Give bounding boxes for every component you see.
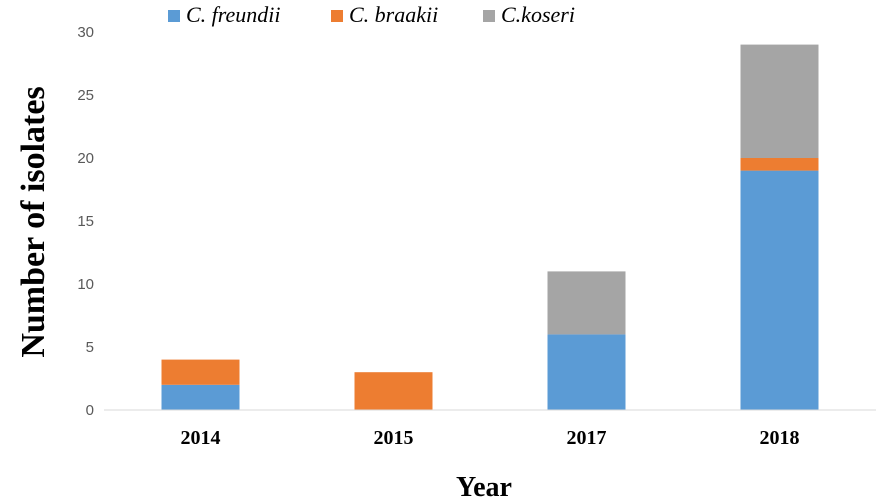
bar-segment (740, 44, 819, 158)
bar-segment (547, 271, 626, 335)
y-tick-label: 15 (77, 213, 94, 230)
x-tick-label: 2017 (567, 427, 607, 449)
legend-swatch (168, 10, 180, 22)
y-tick-label: 0 (86, 402, 94, 419)
y-axis: 0 5 10 15 20 25 30 (77, 24, 94, 419)
x-tick-label: 2014 (181, 427, 221, 449)
bar-segment (740, 170, 819, 410)
x-tick-label: 2018 (760, 427, 800, 449)
x-tick-label: 2015 (374, 427, 414, 449)
y-tick-label: 20 (77, 150, 94, 167)
y-tick-label: 25 (77, 87, 94, 104)
legend-label: C.koseri (501, 2, 575, 27)
y-axis-title: Number of isolates (15, 86, 52, 357)
bar-segment (161, 384, 240, 410)
x-axis: 2014 2015 2017 2018 (181, 427, 800, 449)
bar-segment (354, 372, 433, 410)
y-tick-label: 5 (86, 339, 94, 356)
legend-label: C. braakii (349, 2, 438, 27)
bar-segment (547, 334, 626, 410)
legend: C. freundii C. braakii C.koseri (168, 2, 575, 27)
legend-label: C. freundii (186, 2, 281, 27)
bars (161, 44, 819, 410)
x-axis-title: Year (456, 472, 512, 501)
legend-swatch (331, 10, 343, 22)
y-tick-label: 10 (77, 276, 94, 293)
bar-segment (740, 158, 819, 171)
bar-segment (161, 359, 240, 385)
legend-swatch (483, 10, 495, 22)
y-tick-label: 30 (77, 24, 94, 41)
